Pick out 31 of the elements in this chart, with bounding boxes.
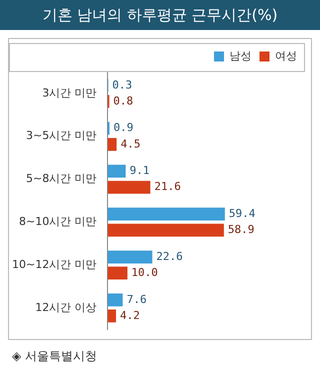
data-label: 21.6 <box>154 180 181 194</box>
data-label: 59.4 <box>228 206 256 220</box>
data-label: 7.6 <box>126 292 147 306</box>
legend-label: 남성 <box>230 49 252 62</box>
data-label: 0.3 <box>112 78 132 92</box>
y-tick-label: 5~8시간 미만 <box>26 172 97 186</box>
bar <box>108 224 224 237</box>
text: ◈ 서울특별시청 <box>11 348 98 365</box>
y-tick-label: 8~10시간 미만 <box>18 215 97 228</box>
bar <box>108 310 116 322</box>
data-label: 4.5 <box>120 137 140 150</box>
legend-label: 여성 <box>275 49 297 62</box>
data-label: 9.1 <box>130 164 150 178</box>
data-label: 22.6 <box>156 250 183 263</box>
data-label: 0.8 <box>113 94 134 108</box>
y-tick-label: 3시간 미만 <box>42 86 97 100</box>
data-label: 0.9 <box>113 121 134 134</box>
chart-title: 기혼 남녀의 하루평균 근무시간(%) <box>0 0 320 30</box>
data-label: 4.2 <box>120 308 140 322</box>
bar <box>108 293 123 306</box>
data-label: 10.0 <box>131 266 158 279</box>
y-tick-label: 12시간 이상 <box>35 300 97 314</box>
bar <box>108 250 152 264</box>
data-label: 58.9 <box>228 223 254 236</box>
bar <box>108 164 126 178</box>
bar <box>108 266 128 280</box>
y-tick-label: 3~5시간 미만 <box>26 129 97 142</box>
y-tick-label: 10~12시간 미만 <box>12 258 97 271</box>
bar <box>108 138 117 151</box>
bar <box>108 208 225 221</box>
bar <box>108 180 150 194</box>
